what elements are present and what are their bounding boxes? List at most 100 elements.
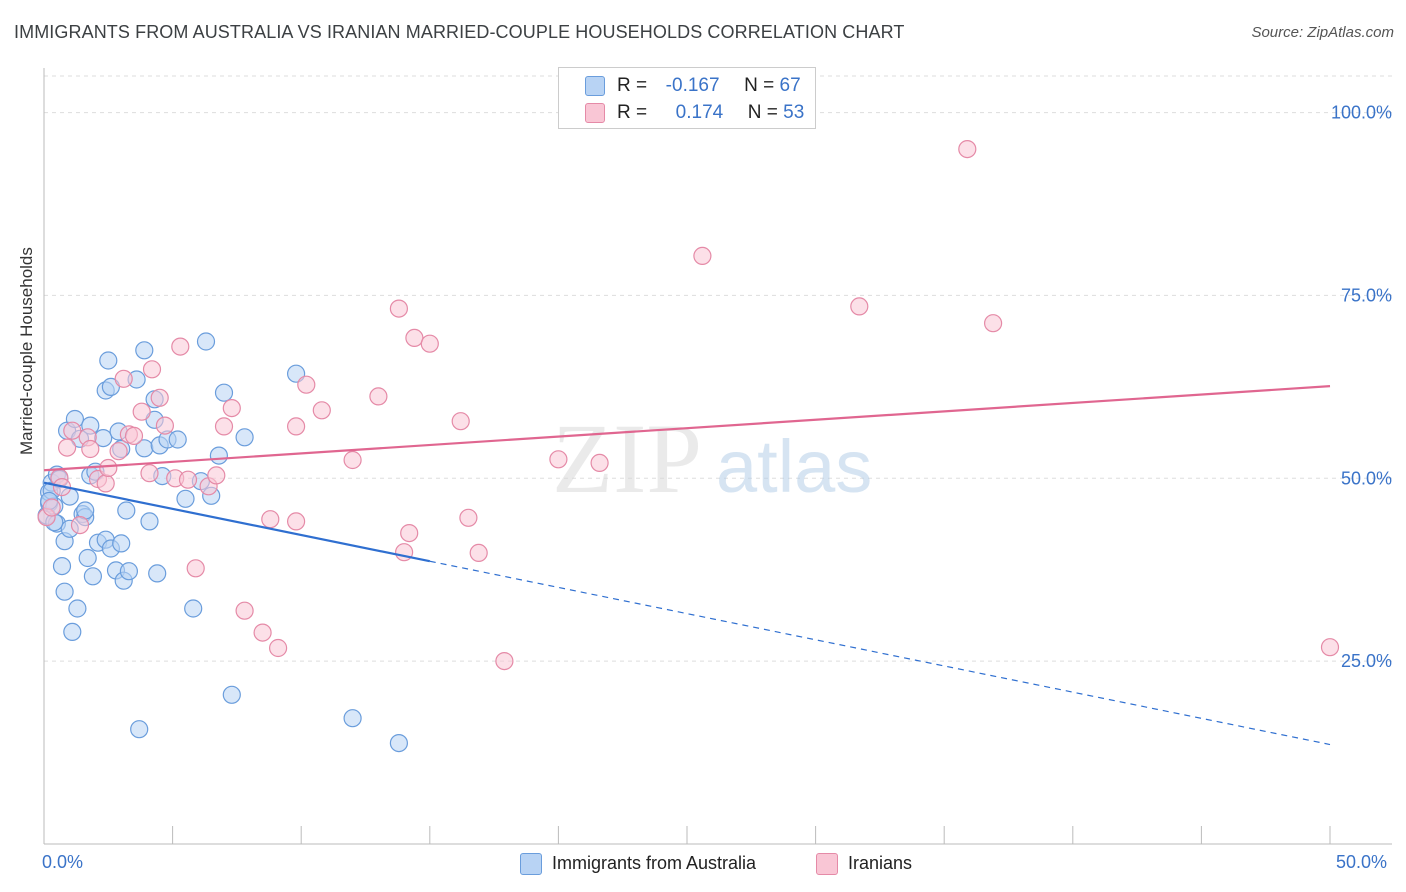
points-layer: [37, 140, 1340, 753]
point-iranians: [140, 464, 159, 483]
iranians-swatch: [585, 103, 605, 123]
point-iranians: [405, 328, 424, 347]
point-iranians: [81, 439, 100, 459]
point-australia: [176, 489, 195, 508]
y-tick-label: 100.0%: [1331, 103, 1392, 123]
watermark: ZIP atlas: [552, 403, 872, 514]
point-iranians: [451, 412, 470, 431]
point-iranians: [186, 559, 205, 578]
point-iranians: [389, 299, 408, 318]
y-tick-labels: 25.0% 50.0% 75.0% 100.0%: [1331, 103, 1392, 672]
y-tick-label: 75.0%: [1341, 285, 1392, 305]
source-label: Source: ZipAtlas.com: [1251, 24, 1394, 41]
legend-label-iranians: Iranians: [848, 853, 913, 873]
y-axis-label: Married-couple Households: [17, 247, 36, 455]
point-iranians: [142, 360, 162, 379]
point-iranians: [369, 387, 388, 406]
point-iranians: [109, 442, 128, 461]
point-australia: [117, 501, 136, 520]
point-iranians: [400, 523, 419, 543]
r-label: R =: [617, 102, 648, 123]
point-australia: [52, 556, 72, 576]
watermark-atlas: atlas: [716, 425, 872, 508]
r-label: R =: [617, 75, 648, 96]
point-iranians: [155, 416, 174, 435]
trend-layer: [43, 385, 1331, 746]
point-iranians: [222, 399, 241, 418]
point-iranians: [343, 450, 362, 470]
point-australia: [78, 548, 97, 568]
point-australia: [99, 351, 118, 370]
point-iranians: [590, 453, 609, 472]
trend-line-australia: [43, 481, 431, 563]
point-iranians: [261, 510, 280, 529]
point-iranians: [850, 297, 869, 316]
point-iranians: [693, 246, 712, 265]
point-iranians: [150, 388, 169, 407]
point-australia: [119, 562, 138, 581]
point-australia: [184, 599, 203, 618]
point-iranians: [420, 334, 439, 353]
n-value-iranians: 53: [783, 102, 805, 123]
point-australia: [130, 720, 149, 739]
point-iranians: [70, 515, 90, 535]
point-iranians: [459, 508, 478, 527]
point-iranians: [132, 402, 151, 421]
point-iranians: [96, 474, 115, 493]
point-australia: [168, 430, 187, 449]
point-iranians: [1320, 638, 1340, 657]
point-iranians: [287, 417, 306, 436]
point-australia: [63, 622, 82, 642]
point-iranians: [958, 140, 977, 159]
point-iranians: [253, 623, 272, 642]
point-australia: [222, 685, 241, 704]
stats-legend: R = -0.167 N = 67 R = 0.174 N = 53: [558, 67, 816, 129]
x-tick-label-max: 50.0%: [1336, 852, 1388, 872]
point-australia: [83, 567, 103, 586]
point-iranians: [171, 337, 190, 356]
point-australia: [209, 446, 228, 465]
point-iranians: [178, 470, 198, 489]
point-iranians: [549, 450, 568, 469]
point-iranians: [42, 498, 61, 517]
point-australia: [196, 332, 216, 351]
n-label: N =: [744, 75, 775, 96]
y-tick-label: 25.0%: [1341, 651, 1392, 671]
point-iranians: [269, 638, 288, 658]
point-iranians: [312, 401, 331, 420]
point-iranians: [99, 458, 118, 478]
x-tick-label-min: 0.0%: [42, 852, 84, 872]
n-label: N =: [747, 102, 778, 123]
r-value-iranians: 0.174: [675, 102, 724, 123]
point-iranians: [57, 438, 77, 457]
point-iranians: [983, 314, 1003, 333]
trend-line-australia-extension: [429, 560, 1331, 746]
point-iranians: [469, 543, 488, 563]
point-australia: [135, 341, 154, 360]
y-tick-label: 50.0%: [1341, 468, 1392, 488]
chart-title: IMMIGRANTS FROM AUSTRALIA VS IRANIAN MAR…: [14, 22, 905, 42]
point-iranians: [287, 512, 306, 531]
trend-line-iranians: [43, 385, 1331, 472]
point-australia: [112, 534, 131, 553]
point-iranians: [235, 601, 254, 620]
point-australia: [148, 564, 167, 583]
point-australia: [214, 383, 234, 402]
watermark-zip: ZIP: [552, 403, 702, 514]
point-australia: [235, 428, 254, 447]
point-iranians: [124, 426, 144, 445]
point-australia: [55, 582, 74, 601]
point-iranians: [207, 466, 226, 485]
point-iranians: [114, 369, 133, 388]
point-australia: [101, 377, 121, 396]
point-australia: [140, 512, 159, 531]
point-iranians: [495, 651, 514, 671]
point-australia: [68, 599, 87, 618]
point-iranians: [63, 421, 82, 440]
grid-layer: [44, 75, 1392, 662]
australia-swatch: [585, 76, 605, 96]
point-australia: [343, 709, 362, 728]
point-iranians: [297, 375, 316, 394]
point-iranians: [214, 417, 234, 436]
n-value-australia: 67: [779, 75, 801, 96]
